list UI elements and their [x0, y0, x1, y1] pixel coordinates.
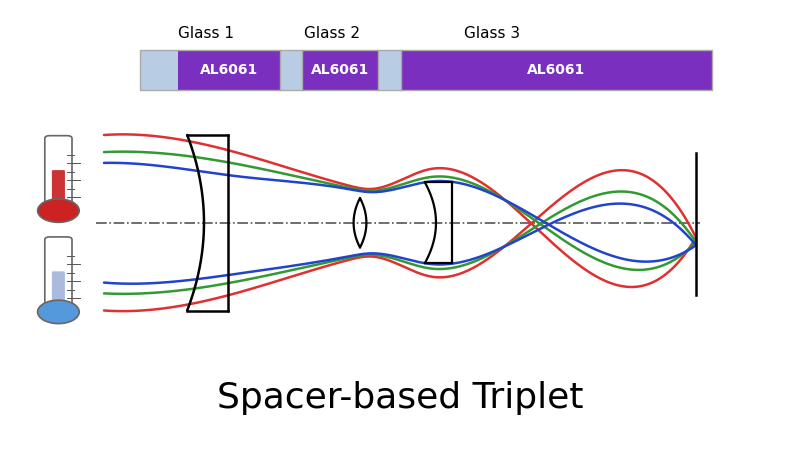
Text: Glass 2: Glass 2 [304, 26, 360, 41]
Text: AL6061: AL6061 [527, 63, 586, 77]
Bar [280, 50, 302, 90]
FancyBboxPatch shape [45, 237, 72, 308]
Text: Glass 1: Glass 1 [178, 26, 234, 41]
Text: Glass 3: Glass 3 [464, 26, 520, 41]
Bar [178, 50, 280, 90]
Bar [302, 50, 378, 90]
Text: AL6061: AL6061 [311, 63, 370, 77]
Text: AL6061: AL6061 [200, 63, 258, 77]
Bar [140, 50, 178, 90]
Text: Spacer-based Triplet: Spacer-based Triplet [217, 381, 583, 415]
FancyBboxPatch shape [52, 271, 65, 302]
FancyBboxPatch shape [52, 170, 65, 201]
Bar [401, 50, 712, 90]
Bar [140, 50, 712, 90]
Circle shape [38, 300, 79, 324]
FancyBboxPatch shape [45, 136, 72, 206]
Bar [378, 50, 401, 90]
Circle shape [38, 199, 79, 222]
